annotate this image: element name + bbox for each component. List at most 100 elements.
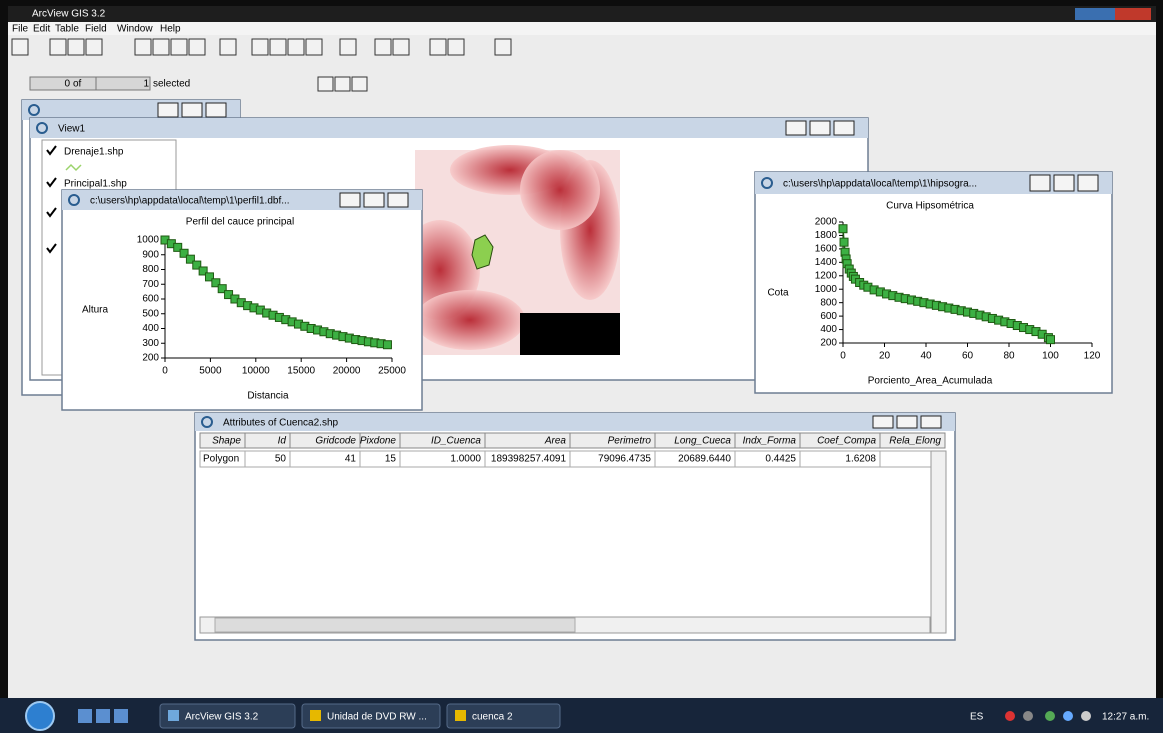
y-tick-label: 1800 bbox=[815, 230, 838, 241]
h-scroll-thumb[interactable] bbox=[215, 618, 575, 632]
x-tick-label: 20 bbox=[879, 351, 891, 362]
map-relief bbox=[520, 150, 600, 230]
toolbar-button[interactable] bbox=[252, 39, 268, 55]
quick-launch-icon[interactable] bbox=[78, 709, 92, 723]
app-min-max[interactable] bbox=[1075, 8, 1115, 20]
menu-item[interactable]: Edit bbox=[33, 24, 50, 35]
window-control[interactable] bbox=[388, 193, 408, 207]
x-axis-label: Distancia bbox=[247, 391, 289, 402]
tool-button[interactable] bbox=[335, 77, 350, 91]
toolbar-button[interactable] bbox=[12, 39, 28, 55]
toolbar-button[interactable] bbox=[375, 39, 391, 55]
y-tick-label: 900 bbox=[142, 249, 159, 260]
window-control[interactable] bbox=[340, 193, 360, 207]
window-control[interactable] bbox=[158, 103, 178, 117]
x-tick-label: 25000 bbox=[378, 366, 406, 377]
y-tick-label: 1000 bbox=[815, 284, 838, 295]
menu-item[interactable]: File bbox=[12, 24, 29, 35]
x-tick-label: 40 bbox=[920, 351, 932, 362]
window-control[interactable] bbox=[206, 103, 226, 117]
toolbar-button[interactable] bbox=[68, 39, 84, 55]
table-cell-text: 189398257.4091 bbox=[491, 454, 567, 465]
selected-count-box bbox=[30, 77, 96, 90]
app-close[interactable] bbox=[1115, 8, 1151, 20]
toolbar-button[interactable] bbox=[86, 39, 102, 55]
toolbar-button[interactable] bbox=[495, 39, 511, 55]
taskbar-icon bbox=[168, 710, 179, 721]
taskbar-label: ArcView GIS 3.2 bbox=[185, 712, 259, 723]
x-tick-label: 120 bbox=[1084, 351, 1101, 362]
toolbar-button[interactable] bbox=[153, 39, 169, 55]
window-control[interactable] bbox=[1078, 175, 1098, 191]
tray-icon[interactable] bbox=[1081, 711, 1091, 721]
tool-button[interactable] bbox=[352, 77, 367, 91]
x-tick-label: 60 bbox=[962, 351, 974, 362]
table-cell-text: 20689.6440 bbox=[678, 454, 731, 465]
menu-item[interactable]: Window bbox=[117, 24, 153, 35]
column-header: Pixdone bbox=[360, 436, 397, 447]
layer-name: Drenaje1.shp bbox=[64, 147, 124, 158]
toolbar-button[interactable] bbox=[393, 39, 409, 55]
toolbar-button[interactable] bbox=[171, 39, 187, 55]
window-control[interactable] bbox=[364, 193, 384, 207]
window-control[interactable] bbox=[786, 121, 806, 135]
menu-item[interactable]: Field bbox=[85, 24, 107, 35]
tray-icon[interactable] bbox=[1023, 711, 1033, 721]
window-control[interactable] bbox=[834, 121, 854, 135]
y-axis-label: Altura bbox=[82, 305, 109, 316]
column-header: Id bbox=[278, 436, 287, 447]
column-header: Area bbox=[544, 436, 567, 447]
table-cell-text: 15 bbox=[385, 454, 397, 465]
v-scrollbar[interactable] bbox=[931, 451, 946, 633]
y-tick-label: 1200 bbox=[815, 270, 838, 281]
window-control[interactable] bbox=[1030, 175, 1050, 191]
language-indicator[interactable]: ES bbox=[970, 712, 984, 723]
toolbar-button[interactable] bbox=[340, 39, 356, 55]
tray-icon[interactable] bbox=[1063, 711, 1073, 721]
toolbar-button[interactable] bbox=[306, 39, 322, 55]
toolbar-button[interactable] bbox=[270, 39, 286, 55]
toolbar-button[interactable] bbox=[288, 39, 304, 55]
tray-icon[interactable] bbox=[1045, 711, 1055, 721]
column-header: Gridcode bbox=[315, 436, 356, 447]
y-tick-label: 800 bbox=[820, 297, 837, 308]
toolbar-button[interactable] bbox=[448, 39, 464, 55]
tray-icon[interactable] bbox=[1005, 711, 1015, 721]
window-control[interactable] bbox=[873, 416, 893, 428]
toolbar-button[interactable] bbox=[189, 39, 205, 55]
x-tick-label: 0 bbox=[840, 351, 846, 362]
column-header: ID_Cuenca bbox=[431, 436, 481, 447]
quick-launch-icon[interactable] bbox=[114, 709, 128, 723]
menu-item[interactable]: Table bbox=[55, 24, 79, 35]
x-tick-label: 0 bbox=[162, 366, 168, 377]
tool-button[interactable] bbox=[318, 77, 333, 91]
window-control[interactable] bbox=[897, 416, 917, 428]
y-tick-label: 1400 bbox=[815, 257, 838, 268]
column-header: Indx_Forma bbox=[743, 436, 797, 447]
column-header: Shape bbox=[212, 436, 241, 447]
window-control[interactable] bbox=[921, 416, 941, 428]
view-window-title: View1 bbox=[58, 124, 85, 135]
taskbar-icon bbox=[310, 710, 321, 721]
x-tick-label: 80 bbox=[1003, 351, 1015, 362]
menu-item[interactable]: Help bbox=[160, 24, 181, 35]
toolbar-button[interactable] bbox=[135, 39, 151, 55]
point-marker bbox=[840, 238, 848, 246]
x-tick-label: 10000 bbox=[242, 366, 270, 377]
y-tick-label: 400 bbox=[142, 323, 159, 334]
window-control[interactable] bbox=[182, 103, 202, 117]
window-control[interactable] bbox=[810, 121, 830, 135]
chart-title: Curva Hipsométrica bbox=[886, 201, 974, 212]
toolbar-button[interactable] bbox=[220, 39, 236, 55]
toolbar-button[interactable] bbox=[430, 39, 446, 55]
quick-launch-icon[interactable] bbox=[96, 709, 110, 723]
toolbar-button[interactable] bbox=[50, 39, 66, 55]
window-control[interactable] bbox=[1054, 175, 1074, 191]
start-button[interactable] bbox=[26, 702, 54, 730]
y-tick-label: 1000 bbox=[137, 235, 160, 246]
taskbar-label: cuenca 2 bbox=[472, 712, 513, 723]
x-tick-label: 20000 bbox=[333, 366, 361, 377]
map-nodata bbox=[520, 313, 620, 355]
y-tick-label: 500 bbox=[142, 308, 159, 319]
screenshot: ArcView GIS 3.2 File Edit Table Field Window H… bbox=[0, 0, 1163, 733]
